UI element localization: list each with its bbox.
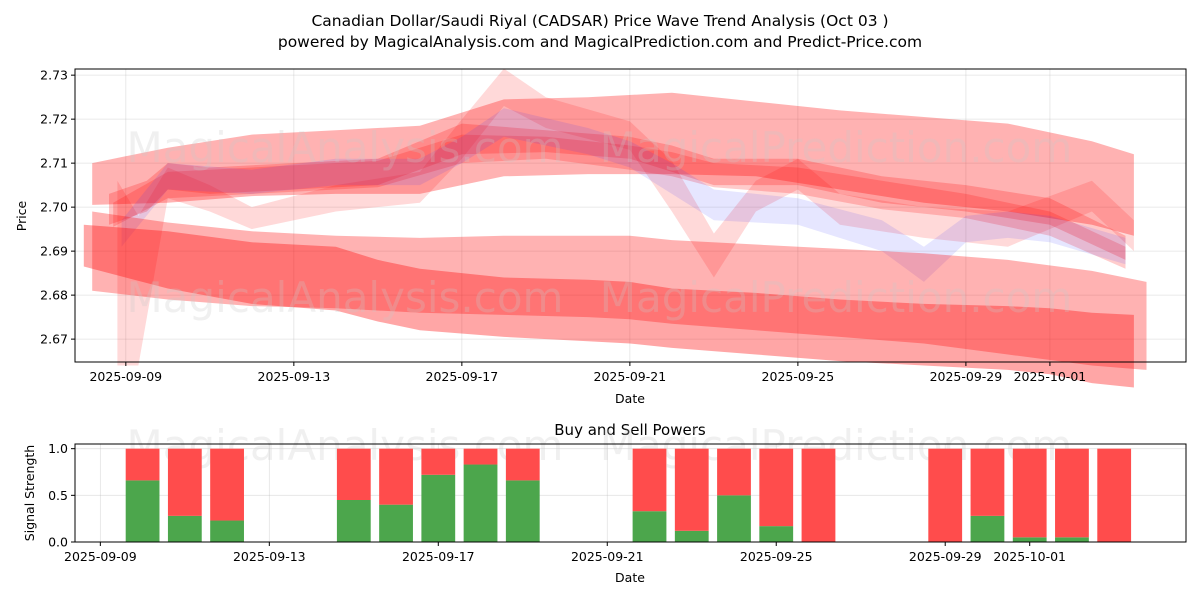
main-x-tick-label: 2025-09-09 [89,369,162,384]
sell-bar-2025-09-17 [421,448,456,475]
sub-y-tick-label: 0.0 [48,535,68,550]
buy-bar-2025-09-12 [210,520,244,542]
sell-bar-2025-09-15 [336,448,371,500]
sell-bar-2025-09-11 [167,448,202,516]
buy-sell-title: Buy and Sell Powers [554,421,706,439]
sub-x-tick-label: 2025-10-01 [993,549,1066,564]
sell-bar-2025-09-29 [928,448,963,542]
main-bands [83,68,1147,388]
main-y-axis-label: Price [14,200,29,231]
buy-bar-2025-09-18 [463,464,498,542]
wave-band-lower-dark-band [83,224,1134,388]
buy-bar-2025-10-02 [1055,537,1089,542]
watermark-magicalanalysis-bottom: MagicalAnalysis.com [127,273,564,322]
sell-bar-2025-09-18 [463,448,498,465]
sell-bar-2025-09-26 [801,448,836,542]
main-grid [75,69,1186,362]
main-x-tick-label: 2025-09-21 [594,369,667,384]
price-wave-chart: MagicalAnalysis.com MagicalPrediction.co… [14,68,1187,406]
buy-bar-2025-09-23 [674,530,709,542]
sub-y-ticks: 0.0 0.5 1.0 [48,441,75,550]
watermark-magicalprediction-top: MagicalPrediction.com [600,123,1073,172]
buy-bar-2025-09-22 [632,511,667,542]
main-y-tick-label: 2.69 [40,244,68,259]
sell-bar-2025-10-01 [1012,448,1047,538]
sub-x-axis-label: Date [615,570,645,585]
main-x-tick-label: 2025-09-29 [930,369,1003,384]
sell-bar-2025-09-19 [505,448,540,481]
buy-bar-2025-09-11 [167,515,202,542]
sell-bar-2025-10-03 [1097,448,1132,542]
wave-band-upper-wide-band [92,92,1134,236]
main-y-tick-label: 2.72 [40,112,68,127]
wave-band-lower-mid-band [92,211,1147,370]
sub-x-tick-label: 2025-09-17 [402,549,475,564]
main-y-tick-label: 2.73 [40,68,68,83]
sub-x-tick-label: 2025-09-25 [740,549,813,564]
wave-band-core-band-2 [113,134,1126,269]
sub-y-axis-label: Signal Strength [22,445,37,541]
buy-bar-2025-09-15 [336,500,371,542]
sell-bar-2025-09-30 [970,448,1005,516]
buy-bar-2025-09-19 [505,480,540,542]
main-x-axis-label: Date [615,391,645,406]
sub-x-tick-label: 2025-09-13 [233,549,306,564]
sub-x-tick-label: 2025-09-29 [909,549,982,564]
sell-bar-2025-09-10 [125,448,160,481]
buy-bar-2025-09-10 [125,480,160,542]
main-watermarks: MagicalAnalysis.com MagicalPrediction.co… [127,123,1073,322]
wave-band-blue-band [121,108,1126,282]
sell-bar-2025-09-25 [759,448,794,527]
main-x-tick-label: 2025-09-25 [762,369,835,384]
wave-band-core-band-1 [109,123,1126,260]
watermark-magicalprediction-bottom: MagicalPrediction.com [600,273,1073,322]
buy-sell-powers-chart: Buy and Sell Powers MagicalAnalysis.com … [22,421,1187,585]
main-x-tick-label: 2025-10-01 [1014,369,1087,384]
chart-title-line1: Canadian Dollar/Saudi Riyal (CADSAR) Pri… [311,12,888,30]
sub-x-ticks: 2025-09-09 2025-09-13 2025-09-17 2025-09-21… [64,542,1066,564]
main-x-tick-label: 2025-09-13 [258,369,331,384]
sell-bar-2025-09-12 [210,448,244,521]
chart-title-line2: powered by MagicalAnalysis.com and Magic… [278,33,922,51]
main-plot-frame [74,68,1187,363]
main-x-ticks: 2025-09-09 2025-09-13 2025-09-17 2025-09-21… [89,362,1086,384]
buy-bar-2025-09-24 [717,495,751,542]
sub-y-tick-label: 1.0 [48,441,68,456]
sub-bars [125,448,1132,542]
main-y-tick-label: 2.67 [40,332,68,347]
main-y-tick-label: 2.71 [40,156,68,171]
sub-x-tick-label: 2025-09-21 [571,549,644,564]
watermark-magicalanalysis-top: MagicalAnalysis.com [127,123,564,172]
main-y-tick-label: 2.68 [40,288,68,303]
sub-plot-frame [74,443,1187,543]
buy-bar-2025-10-01 [1012,537,1047,542]
sell-bar-2025-10-02 [1055,448,1089,538]
sub-y-tick-label: 0.5 [48,488,68,503]
sell-bar-2025-09-16 [379,448,413,505]
main-y-ticks: 2.67 2.68 2.69 2.70 2.71 2.72 2.73 [40,68,75,347]
sell-bar-2025-09-24 [717,448,751,496]
buy-bar-2025-09-30 [970,515,1005,542]
buy-bar-2025-09-25 [759,526,794,542]
sell-bar-2025-09-22 [632,448,667,512]
sell-bar-2025-09-23 [674,448,709,531]
sub-x-tick-label: 2025-09-09 [64,549,137,564]
buy-bar-2025-09-17 [421,474,456,542]
main-y-tick-label: 2.70 [40,200,68,215]
main-x-tick-label: 2025-09-17 [426,369,499,384]
buy-bar-2025-09-16 [379,504,413,542]
wave-band-volatile-band [117,68,1134,366]
